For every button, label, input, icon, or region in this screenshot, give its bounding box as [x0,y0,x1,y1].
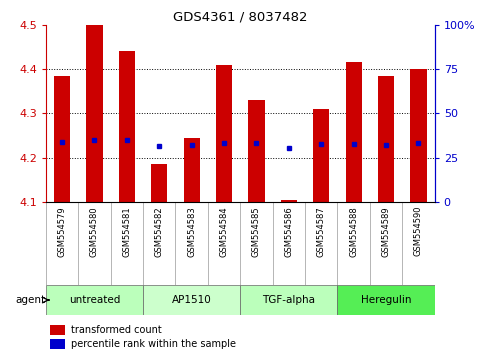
Text: GSM554587: GSM554587 [317,206,326,257]
Bar [241,285,338,315]
Bar [338,285,435,315]
Bar [119,51,135,202]
Title: GDS4361 / 8037482: GDS4361 / 8037482 [173,11,308,24]
Text: untreated: untreated [69,295,120,305]
Bar [411,69,426,202]
Text: percentile rank within the sample: percentile rank within the sample [71,339,236,349]
Bar [46,285,143,315]
Bar [281,200,297,202]
Text: GSM554579: GSM554579 [57,206,67,257]
Bar [50,325,65,335]
Text: GSM554586: GSM554586 [284,206,293,257]
Bar [184,138,200,202]
Text: GSM554581: GSM554581 [122,206,131,257]
Text: GSM554585: GSM554585 [252,206,261,257]
Text: GSM554588: GSM554588 [349,206,358,257]
Bar [50,339,65,349]
Text: TGF-alpha: TGF-alpha [262,295,315,305]
Text: agent: agent [16,295,46,305]
Bar [313,109,329,202]
Text: GSM554583: GSM554583 [187,206,196,257]
Bar [216,64,232,202]
Text: GSM554589: GSM554589 [382,206,391,257]
Text: GSM554590: GSM554590 [414,206,423,256]
Bar [54,76,70,202]
Text: GSM554582: GSM554582 [155,206,164,257]
Text: GSM554584: GSM554584 [220,206,228,257]
Bar [143,285,241,315]
Text: Heregulin: Heregulin [361,295,412,305]
Bar [346,62,362,202]
Text: transformed count: transformed count [71,325,162,335]
Bar [378,76,394,202]
Text: GSM554580: GSM554580 [90,206,99,257]
Bar [86,25,102,202]
Bar [248,100,265,202]
Text: AP1510: AP1510 [172,295,212,305]
Bar [151,164,168,202]
